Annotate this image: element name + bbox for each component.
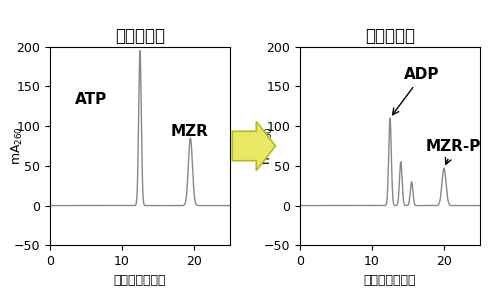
Text: ADP: ADP [392,67,440,115]
Text: mA$_{260}$: mA$_{260}$ [260,126,275,166]
Text: mA$_{260}$: mA$_{260}$ [10,126,25,166]
X-axis label: 溶出時間（分）: 溶出時間（分） [364,274,416,286]
Title: 酵素反応前: 酵素反応前 [115,27,165,45]
Text: ATP: ATP [75,92,108,107]
FancyArrow shape [232,121,276,171]
X-axis label: 溶出時間（分）: 溶出時間（分） [114,274,166,286]
Text: MZR-P: MZR-P [426,139,482,164]
Text: MZR: MZR [171,124,209,139]
Title: 酵素反応後: 酵素反応後 [365,27,415,45]
